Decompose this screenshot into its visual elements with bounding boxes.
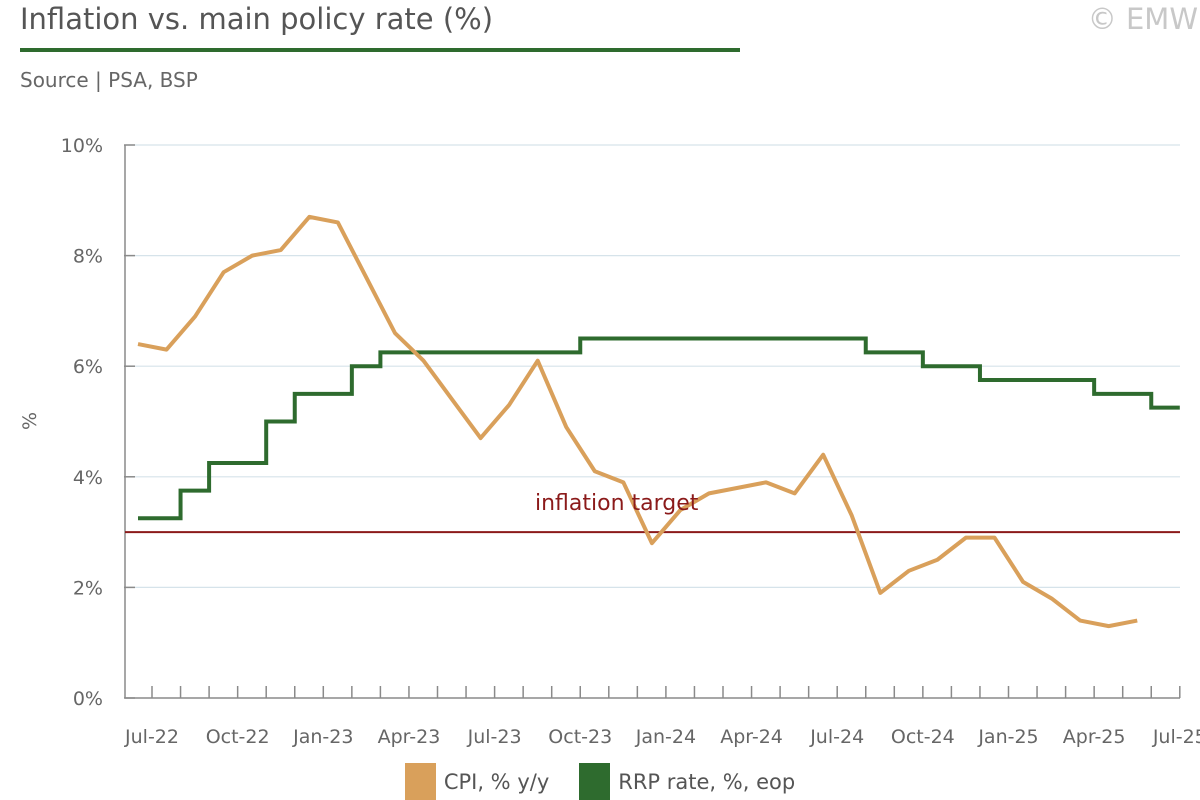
x-tick-label: Jul-24: [809, 726, 864, 748]
x-tick-label: Apr-24: [720, 726, 783, 748]
series-line-cpi: [137, 214, 1138, 629]
y-axis-label: %: [19, 412, 41, 430]
y-tick-label: 4%: [73, 467, 103, 489]
x-tick-label: Oct-22: [206, 726, 270, 748]
legend-item-cpi: CPI, % y/y: [404, 763, 550, 800]
x-tick-label: Jan-25: [977, 726, 1038, 748]
chart-source: Source | PSA, BSP: [20, 68, 198, 92]
x-tick-label: Oct-24: [891, 726, 955, 748]
legend-swatch-cpi: [404, 763, 436, 800]
legend-swatch-rrp: [579, 763, 611, 800]
chart-title: Inflation vs. main policy rate (%): [20, 2, 494, 36]
chart-legend: CPI, % y/y RRP rate, %, eop: [0, 763, 1200, 800]
x-tick-label: Jan-24: [635, 726, 696, 748]
x-tick-label: Jul-23: [467, 726, 522, 748]
title-underline: [20, 48, 740, 52]
x-tick-label: Apr-25: [1063, 726, 1126, 748]
y-tick-label: 2%: [73, 577, 103, 599]
legend-label-rrp: RRP rate, %, eop: [618, 769, 796, 794]
x-tick-label: Oct-23: [548, 726, 612, 748]
copyright-notice: © EMW: [1087, 2, 1198, 36]
y-tick-label: 6%: [73, 356, 103, 378]
inflation-target-label: inflation target: [535, 491, 699, 516]
y-tick-label: 0%: [73, 688, 103, 710]
x-tick-label: Apr-23: [378, 726, 441, 748]
x-tick-label: Jul-22: [124, 726, 179, 748]
x-tick-label: Jan-23: [292, 726, 353, 748]
legend-label-cpi: CPI, % y/y: [443, 769, 550, 794]
line-chart: 0% 2% 4% 6% 8% 10% Jul-22 Oct-22 Jan-23 Apr-23 Jul…: [19, 135, 1200, 748]
series-line-rrp: [138, 336, 1180, 521]
y-tick-label: 8%: [73, 246, 103, 268]
x-tick-label: Jul-25: [1152, 726, 1200, 748]
legend-item-rrp: RRP rate, %, eop: [579, 763, 795, 800]
y-tick-label: 10%: [61, 135, 103, 157]
